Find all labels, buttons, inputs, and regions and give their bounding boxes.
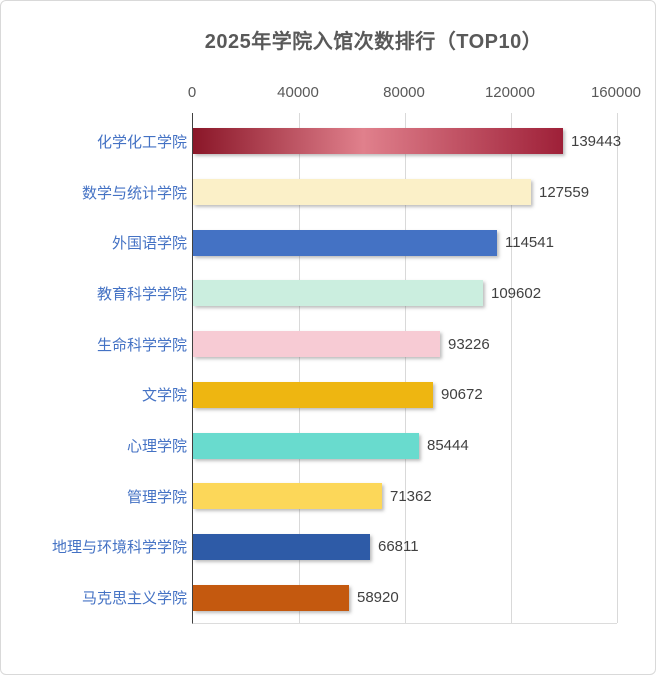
category-label: 管理学院 (126, 488, 187, 506)
category-label: 文学院 (141, 387, 187, 405)
value-label: 127559 (539, 183, 590, 201)
value-label: 93226 (448, 335, 490, 353)
value-label: 85444 (427, 437, 469, 455)
bar (193, 432, 419, 459)
value-label: 90672 (441, 386, 483, 404)
category-label: 地理与环境科学学院 (51, 539, 187, 557)
bar (193, 128, 563, 155)
gridline (405, 113, 406, 623)
value-label: 58920 (357, 589, 399, 607)
value-label: 139443 (571, 132, 622, 150)
category-label: 马克思主义学院 (81, 590, 187, 608)
bar (193, 229, 497, 256)
chart-title: 2025年学院入馆次数排行（TOP10） (204, 31, 543, 53)
bar (193, 483, 382, 510)
bar (193, 584, 349, 611)
bar (193, 331, 440, 358)
x-axis-tick-label: 160000 (590, 84, 642, 101)
gridline (511, 113, 512, 623)
gridline (299, 113, 300, 623)
bar (193, 381, 433, 408)
category-label: 心理学院 (126, 438, 187, 456)
category-label: 教育科学学院 (96, 285, 187, 303)
value-label: 66811 (378, 538, 419, 556)
plot-area (192, 113, 618, 624)
x-axis-tick-label: 120000 (484, 84, 536, 101)
bar (193, 533, 370, 560)
bar (193, 280, 483, 307)
gridline (617, 113, 618, 623)
x-axis-tick-label: 40000 (277, 84, 319, 101)
bar (193, 179, 531, 206)
value-label: 109602 (491, 284, 542, 302)
category-label: 数学与统计学院 (81, 184, 187, 202)
x-axis-tick-label: 0 (187, 84, 197, 101)
category-label: 生命科学学院 (96, 336, 187, 354)
category-label: 外国语学院 (111, 235, 187, 253)
x-axis-tick-label: 80000 (383, 84, 425, 101)
value-label: 71362 (390, 487, 432, 505)
value-label: 114541 (505, 234, 554, 252)
category-label: 化学化工学院 (96, 133, 187, 151)
